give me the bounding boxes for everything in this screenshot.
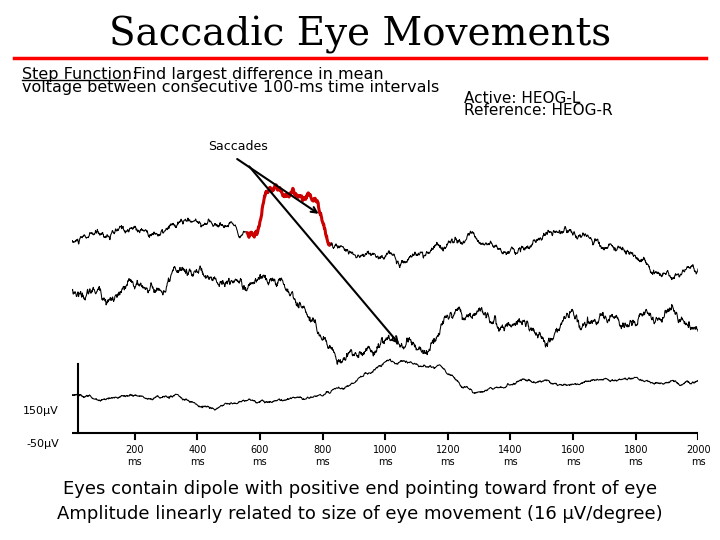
Text: 1800
ms: 1800 ms bbox=[624, 446, 648, 467]
Text: Eyes contain dipole with positive end pointing toward front of eye: Eyes contain dipole with positive end po… bbox=[63, 480, 657, 498]
Text: Saccadic Eye Movements: Saccadic Eye Movements bbox=[109, 16, 611, 54]
Text: 1000
ms: 1000 ms bbox=[373, 446, 397, 467]
Text: Find largest difference in mean: Find largest difference in mean bbox=[128, 67, 384, 82]
Text: Active: HEOG-L: Active: HEOG-L bbox=[464, 91, 581, 106]
Text: 1600
ms: 1600 ms bbox=[561, 446, 585, 467]
Text: voltage between consecutive 100-ms time intervals: voltage between consecutive 100-ms time … bbox=[22, 80, 439, 95]
Text: 150μV: 150μV bbox=[23, 407, 59, 416]
Text: Reference: HEOG-R: Reference: HEOG-R bbox=[464, 103, 613, 118]
Text: 800
ms: 800 ms bbox=[313, 446, 332, 467]
Text: -50μV: -50μV bbox=[27, 439, 59, 449]
Text: Step Function:: Step Function: bbox=[22, 67, 137, 82]
Text: 2000
ms: 2000 ms bbox=[686, 446, 711, 467]
Text: Saccades: Saccades bbox=[208, 140, 268, 153]
Text: Amplitude linearly related to size of eye movement (16 μV/degree): Amplitude linearly related to size of ey… bbox=[57, 505, 663, 523]
Text: 1200
ms: 1200 ms bbox=[436, 446, 460, 467]
Text: 400
ms: 400 ms bbox=[188, 446, 207, 467]
Text: 600
ms: 600 ms bbox=[251, 446, 269, 467]
Text: 200
ms: 200 ms bbox=[125, 446, 144, 467]
Text: 1400
ms: 1400 ms bbox=[498, 446, 523, 467]
